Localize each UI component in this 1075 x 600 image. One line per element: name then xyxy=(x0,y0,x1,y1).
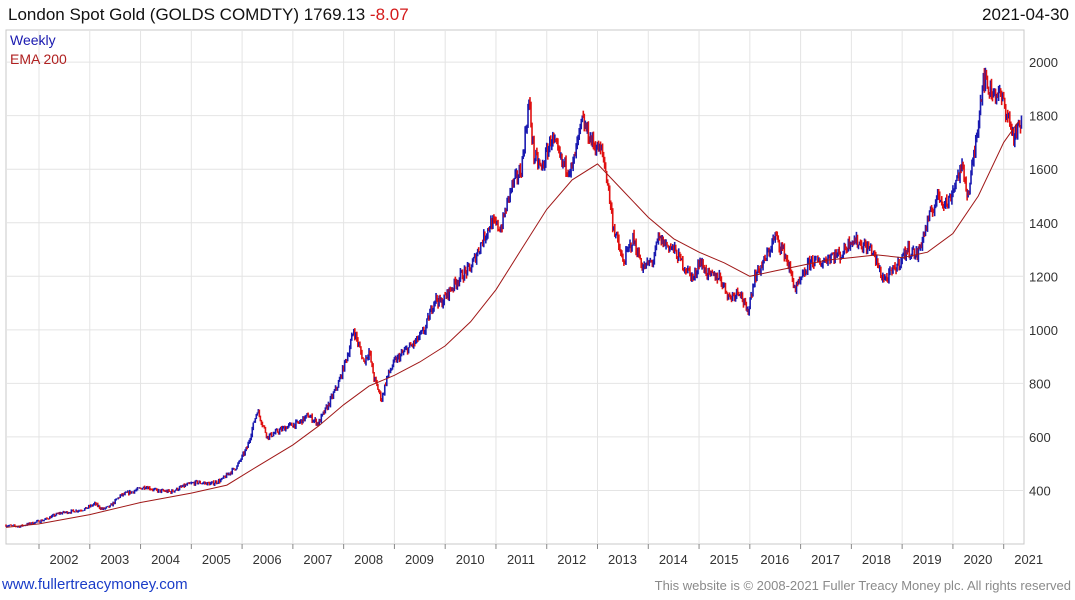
x-axis: 2002 2003 2004 2005 2006 2007 2008 2009 2010 2011… xyxy=(38,544,1043,567)
x-tick-label: 2016 xyxy=(760,552,789,567)
x-tick-label: 2019 xyxy=(913,552,942,567)
grid-lines xyxy=(6,30,1024,544)
y-tick-label: 2000 xyxy=(1029,55,1058,70)
ema-200-line xyxy=(5,120,1020,528)
x-tick-label: 2003 xyxy=(100,552,129,567)
x-tick-label: 2004 xyxy=(151,552,180,567)
x-tick-label: 2017 xyxy=(811,552,840,567)
x-tick-label: 2002 xyxy=(50,552,79,567)
x-tick-label: 2012 xyxy=(557,552,586,567)
footer-copyright: This website is © 2008-2021 Fuller Treac… xyxy=(654,578,1071,593)
y-tick-label: 1800 xyxy=(1029,109,1058,124)
y-tick-label: 1400 xyxy=(1029,216,1058,231)
x-tick-label: 2008 xyxy=(354,552,383,567)
x-tick-label: 2005 xyxy=(202,552,231,567)
x-tick-label: 2009 xyxy=(405,552,434,567)
footer-website-link[interactable]: www.fullertreacymoney.com xyxy=(2,576,188,593)
legend-weekly: Weekly xyxy=(10,32,56,48)
price-change: -8.07 xyxy=(369,5,409,24)
y-tick-label: 400 xyxy=(1029,483,1051,498)
x-tick-label: 2021 xyxy=(1014,552,1043,567)
instrument-title: London Spot Gold (GOLDS COMDTY) 1769.13 xyxy=(8,5,366,24)
x-tick-label: 2010 xyxy=(456,552,485,567)
x-tick-label: 2011 xyxy=(507,552,535,567)
chart-title: London Spot Gold (GOLDS COMDTY) 1769.13 … xyxy=(8,5,409,25)
chart-date: 2021-04-30 xyxy=(982,5,1069,24)
y-tick-label: 800 xyxy=(1029,376,1051,391)
x-tick-label: 2013 xyxy=(608,552,637,567)
y-tick-label: 1600 xyxy=(1029,162,1058,177)
x-tick-label: 2020 xyxy=(963,552,992,567)
series-layer xyxy=(5,67,1023,528)
y-tick-label: 600 xyxy=(1029,430,1051,445)
y-axis: 400 600 800 1000 1200 1400 1600 1800 2000 xyxy=(1029,55,1058,498)
y-tick-label: 1000 xyxy=(1029,323,1058,338)
y-tick-label: 1200 xyxy=(1029,269,1058,284)
legend-ema-200: EMA 200 xyxy=(10,51,67,67)
x-tick-label: 2007 xyxy=(303,552,332,567)
legend: Weekly EMA 200 xyxy=(10,32,67,67)
plot-frame xyxy=(5,29,1025,545)
x-tick-label: 2015 xyxy=(710,552,739,567)
x-tick-label: 2018 xyxy=(862,552,891,567)
x-tick-label: 2014 xyxy=(659,552,688,567)
x-tick-label: 2006 xyxy=(253,552,282,567)
chart-header: London Spot Gold (GOLDS COMDTY) 1769.13 … xyxy=(0,0,1075,30)
